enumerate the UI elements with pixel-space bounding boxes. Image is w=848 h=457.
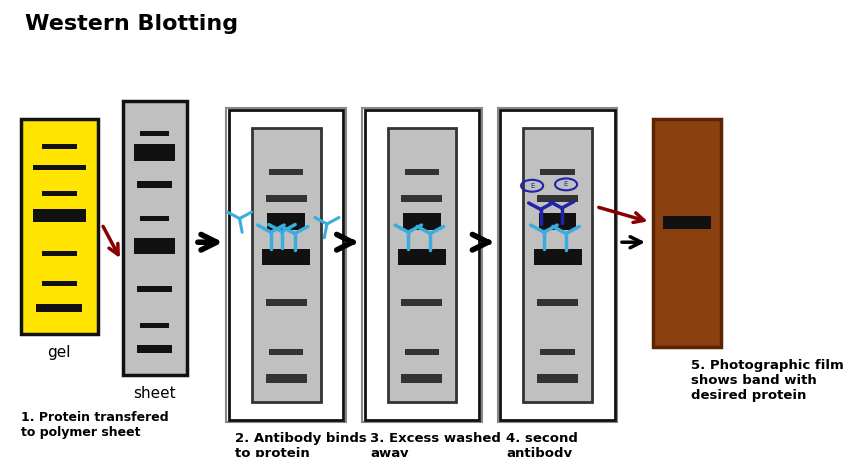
Bar	[137, 181, 172, 188]
Text: E: E	[564, 181, 568, 187]
Bar	[267, 213, 305, 229]
Bar	[265, 195, 307, 202]
Bar	[229, 110, 343, 420]
Bar	[226, 108, 346, 422]
Bar	[533, 249, 582, 265]
Bar	[42, 191, 76, 196]
Text: 3. Excess washed
away: 3. Excess washed away	[371, 432, 501, 457]
Text: 2. Antibody binds
to protein: 2. Antibody binds to protein	[235, 432, 366, 457]
Bar	[537, 374, 578, 383]
Bar	[21, 119, 98, 334]
Bar	[540, 349, 575, 355]
Bar	[365, 110, 479, 420]
Bar	[269, 170, 304, 175]
Bar	[537, 195, 578, 202]
Bar	[42, 251, 76, 256]
Bar	[362, 108, 482, 422]
Text: 4. second
antibody
added: 4. second antibody added	[506, 432, 578, 457]
Bar	[252, 128, 321, 402]
Bar	[36, 303, 82, 312]
Text: Western Blotting: Western Blotting	[25, 14, 238, 34]
Bar	[134, 144, 176, 161]
Bar	[42, 143, 76, 149]
Text: 1. Protein transfered
to polymer sheet: 1. Protein transfered to polymer sheet	[21, 411, 169, 439]
Bar	[537, 299, 578, 306]
Bar	[498, 108, 617, 422]
Bar	[523, 128, 592, 402]
Bar	[32, 165, 86, 170]
Bar	[403, 213, 441, 229]
Bar	[663, 216, 711, 228]
Bar	[32, 209, 86, 222]
Bar	[137, 345, 172, 353]
Bar	[540, 170, 575, 175]
Bar	[401, 195, 443, 202]
Bar	[653, 119, 721, 347]
Bar	[123, 101, 187, 375]
Bar	[269, 349, 304, 355]
Bar	[141, 216, 169, 221]
Bar	[401, 374, 443, 383]
Bar	[388, 128, 456, 402]
Text: E: E	[530, 183, 534, 189]
Bar	[42, 281, 76, 287]
Bar	[141, 323, 169, 328]
Bar	[538, 213, 577, 229]
Bar	[401, 299, 443, 306]
Text: 5. Photographic film
shows band with
desired protein: 5. Photographic film shows band with des…	[691, 359, 844, 402]
Bar	[398, 249, 446, 265]
Bar	[141, 131, 169, 136]
Text: gel: gel	[47, 345, 71, 360]
Bar	[137, 286, 172, 292]
Bar	[265, 299, 307, 306]
Bar	[404, 349, 439, 355]
Bar	[404, 170, 439, 175]
Bar	[265, 374, 307, 383]
Bar	[500, 110, 615, 420]
Bar	[134, 238, 176, 254]
Text: sheet: sheet	[133, 386, 176, 401]
Bar	[262, 249, 310, 265]
